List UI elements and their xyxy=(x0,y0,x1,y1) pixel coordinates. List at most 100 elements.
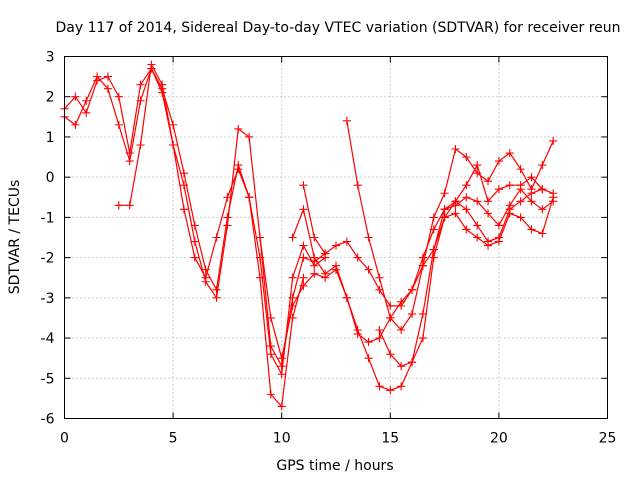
data-point xyxy=(386,301,395,310)
data-point xyxy=(201,265,210,274)
data-point xyxy=(353,329,362,339)
data-point xyxy=(353,181,362,190)
data-point xyxy=(375,273,384,282)
data-point xyxy=(527,225,536,234)
data-point xyxy=(353,253,362,262)
data-point xyxy=(342,237,351,246)
series-4 xyxy=(255,185,558,395)
data-point xyxy=(407,358,417,367)
data-point xyxy=(407,285,417,294)
data-point xyxy=(234,124,243,133)
data-point xyxy=(114,120,123,129)
data-point xyxy=(483,209,493,218)
data-point xyxy=(245,193,254,202)
data-point xyxy=(277,370,286,379)
y-tick-label: -3 xyxy=(41,291,55,307)
data-point xyxy=(494,185,503,194)
gridlines xyxy=(64,56,608,419)
y-tick-label: 1 xyxy=(46,130,55,146)
data-point xyxy=(169,140,178,150)
x-axis-label: GPS time / hours xyxy=(276,458,393,474)
data-point xyxy=(375,382,384,391)
series-1 xyxy=(60,64,308,411)
data-point xyxy=(299,241,308,250)
data-point xyxy=(451,197,460,206)
y-tick-label: 3 xyxy=(46,50,55,66)
data-point xyxy=(125,148,134,158)
data-point xyxy=(397,301,406,310)
data-point xyxy=(299,281,308,290)
y-tick-label: -1 xyxy=(41,210,55,226)
data-point xyxy=(451,144,460,154)
series-line xyxy=(302,163,543,307)
data-point xyxy=(288,233,297,242)
data-point xyxy=(397,362,406,371)
data-point xyxy=(114,201,123,210)
data-point xyxy=(136,80,145,89)
data-point xyxy=(386,386,395,395)
data-point xyxy=(201,277,210,286)
data-point xyxy=(527,185,536,194)
x-tick-label: 25 xyxy=(599,431,617,447)
x-tick-label: 5 xyxy=(169,431,178,447)
y-tick-label: -5 xyxy=(41,371,55,387)
data-point xyxy=(103,84,112,93)
data-point xyxy=(516,181,525,190)
data-point xyxy=(277,402,286,411)
data-point xyxy=(473,197,482,206)
data-point xyxy=(516,213,525,222)
data-point xyxy=(266,390,275,399)
data-point xyxy=(505,148,514,158)
data-point xyxy=(440,213,449,222)
data-point xyxy=(169,120,178,129)
data-point xyxy=(342,293,351,302)
series-line xyxy=(346,120,554,331)
data-point xyxy=(375,334,384,343)
data-series xyxy=(60,60,558,411)
data-point xyxy=(538,161,547,170)
data-point xyxy=(82,96,91,105)
data-point xyxy=(516,197,525,206)
data-point xyxy=(473,169,482,178)
data-point xyxy=(483,197,493,206)
data-point xyxy=(505,181,514,190)
data-point xyxy=(212,233,221,242)
data-point xyxy=(407,309,417,318)
data-point xyxy=(310,253,319,262)
data-point xyxy=(288,301,297,310)
data-point xyxy=(473,221,482,230)
data-point xyxy=(288,293,297,302)
data-point xyxy=(418,309,427,318)
data-point xyxy=(147,60,156,69)
data-point xyxy=(136,140,145,150)
data-point xyxy=(364,233,373,242)
data-point xyxy=(342,116,351,125)
y-tick-label: 0 xyxy=(46,170,55,186)
data-point xyxy=(462,153,471,162)
data-point xyxy=(277,362,286,371)
x-tick-label: 20 xyxy=(490,431,508,447)
series-7 xyxy=(342,116,558,335)
data-point xyxy=(483,177,493,186)
data-point xyxy=(245,132,254,141)
data-point xyxy=(494,221,503,230)
data-point xyxy=(125,157,134,166)
axis-ticks: 0 5 10 15 20 25 -6 -5 -4 -3 -2 -1 0 1 2 3 xyxy=(41,50,617,447)
data-point xyxy=(331,261,341,270)
data-point xyxy=(418,334,427,343)
data-point xyxy=(462,205,471,214)
data-point xyxy=(299,253,308,262)
data-point xyxy=(494,157,503,166)
data-point xyxy=(310,269,319,278)
data-point xyxy=(190,221,199,230)
data-point xyxy=(397,382,406,391)
data-point xyxy=(190,253,199,262)
data-point xyxy=(321,269,330,278)
data-point xyxy=(462,193,471,202)
series-8 xyxy=(375,193,558,371)
data-point xyxy=(266,342,275,351)
data-point xyxy=(386,350,395,359)
series-6 xyxy=(299,161,547,310)
data-point xyxy=(375,325,384,335)
data-point xyxy=(71,120,80,129)
